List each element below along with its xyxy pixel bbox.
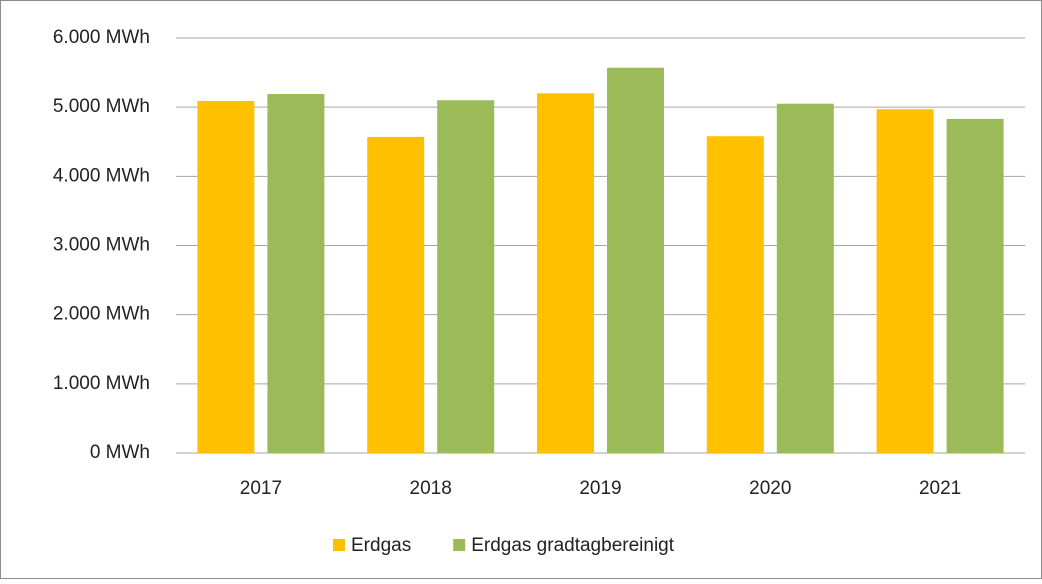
y-tick-label: 4.000 MWh xyxy=(53,165,150,186)
bar xyxy=(197,100,255,454)
bar xyxy=(876,109,934,453)
legend-label: Erdgas xyxy=(351,535,411,556)
y-tick-label: 0 MWh xyxy=(90,442,150,463)
bar xyxy=(267,94,325,454)
x-tick-label: 2017 xyxy=(240,478,282,499)
bar xyxy=(776,103,834,453)
x-tick-label: 2018 xyxy=(410,478,452,499)
bar xyxy=(437,100,495,453)
y-tick-label: 3.000 MWh xyxy=(53,235,150,256)
bar xyxy=(537,93,594,453)
bar xyxy=(946,118,1004,454)
x-tick-label: 2021 xyxy=(919,478,961,499)
legend-swatch xyxy=(453,539,466,551)
y-tick-label: 6.000 MWh xyxy=(53,27,150,48)
y-tick-label: 5.000 MWh xyxy=(53,96,150,117)
y-tick-label: 1.000 MWh xyxy=(53,373,150,394)
x-tick-label: 2019 xyxy=(579,478,621,499)
y-tick-label: 2.000 MWh xyxy=(53,304,150,325)
bar xyxy=(607,67,664,453)
bar xyxy=(706,136,764,453)
x-tick-label: 2020 xyxy=(749,478,791,499)
legend-label: Erdgas gradtagbereinigt xyxy=(471,535,675,556)
legend-swatch xyxy=(333,539,345,551)
bar xyxy=(367,136,425,454)
